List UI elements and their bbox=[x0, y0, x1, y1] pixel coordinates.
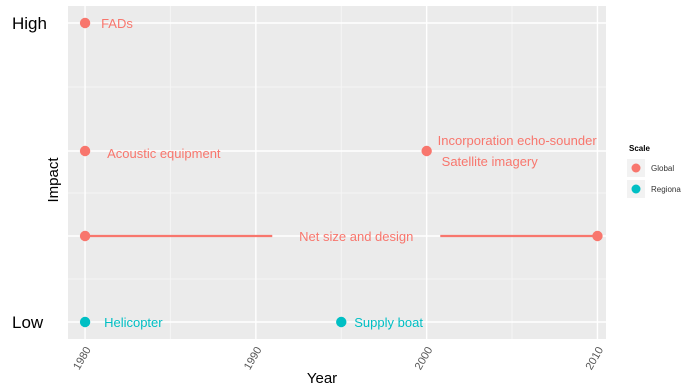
data-point bbox=[79, 316, 91, 328]
data-point bbox=[421, 145, 432, 157]
point-label: Supply boat bbox=[354, 315, 423, 330]
point-label: Acoustic equipment bbox=[107, 146, 221, 161]
legend: Scale Global Regiona bbox=[627, 144, 681, 198]
x-tick-label: 1980 bbox=[71, 345, 94, 372]
y-axis-categories: Low High bbox=[12, 14, 47, 332]
point-label: Satellite imagery bbox=[442, 154, 539, 169]
y-category-label: High bbox=[12, 14, 47, 33]
point-label: Incorporation echo-sounder bbox=[438, 133, 598, 148]
legend-key bbox=[631, 184, 641, 194]
x-tick-label: 2010 bbox=[584, 345, 607, 372]
legend-title: Scale bbox=[629, 144, 650, 153]
legend-key bbox=[631, 163, 641, 173]
point-label: Helicopter bbox=[104, 315, 163, 330]
point-labels: Net size and design FADs Acoustic equipmen… bbox=[101, 16, 597, 330]
data-point bbox=[336, 316, 347, 328]
data-point bbox=[79, 230, 91, 242]
y-axis-title: Impact bbox=[45, 157, 62, 203]
data-point bbox=[79, 17, 91, 29]
data-point bbox=[592, 230, 603, 242]
x-tick-label: 1990 bbox=[242, 345, 265, 372]
plot-panel bbox=[68, 6, 606, 339]
x-axis-ticks: 1980 1990 2000 2010 bbox=[71, 345, 606, 372]
segment-label: Net size and design bbox=[299, 229, 413, 244]
point-label: FADs bbox=[101, 16, 133, 31]
points bbox=[79, 17, 603, 328]
data-point bbox=[79, 145, 91, 157]
legend-item-label: Regiona bbox=[651, 185, 681, 194]
legend-item-label: Global bbox=[651, 164, 674, 173]
x-axis-title: Year bbox=[307, 370, 337, 387]
x-tick-label: 2000 bbox=[413, 345, 436, 372]
y-category-label: Low bbox=[12, 313, 44, 332]
